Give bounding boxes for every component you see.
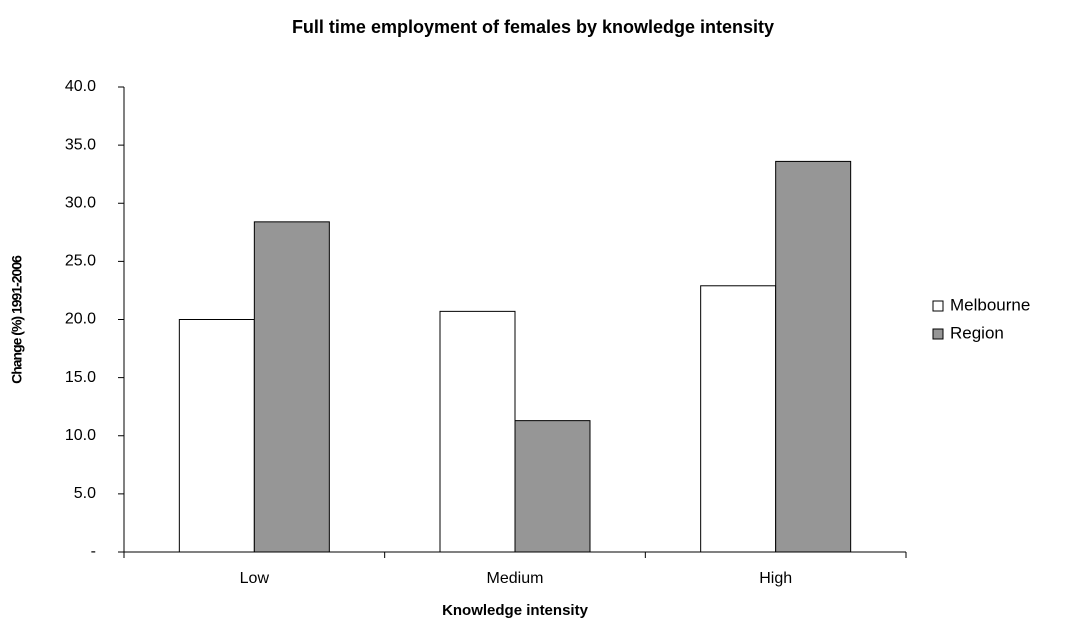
legend-swatch: [932, 300, 944, 312]
bar: [178, 319, 255, 553]
y-tick-label: 30.0: [65, 194, 96, 211]
y-tick-label: 35.0: [65, 136, 96, 153]
y-axis-label: Change (%) 1991-2006: [9, 255, 25, 384]
bar: [775, 160, 852, 553]
x-axis-label: Knowledge intensity: [442, 602, 589, 619]
bar: [700, 285, 777, 553]
y-tick-label: 20.0: [65, 311, 96, 328]
y-tick-label: 10.0: [65, 427, 96, 444]
chart-title: Full time employment of females by knowl…: [292, 17, 774, 37]
legend-swatch: [932, 328, 944, 340]
x-tick-label: Medium: [487, 570, 544, 587]
y-tick-label: 5.0: [74, 485, 96, 502]
y-tick-label: 15.0: [65, 369, 96, 386]
x-tick-label: High: [759, 570, 792, 587]
bar: [439, 310, 516, 553]
bar: [514, 420, 591, 553]
y-tick-label: -: [91, 543, 96, 560]
legend-label: Region: [950, 323, 1004, 342]
bar: [253, 221, 330, 553]
y-tick-label: 25.0: [65, 253, 96, 270]
y-tick-label: 40.0: [65, 78, 96, 95]
x-tick-label: Low: [240, 570, 270, 587]
legend-label: Melbourne: [950, 295, 1030, 314]
